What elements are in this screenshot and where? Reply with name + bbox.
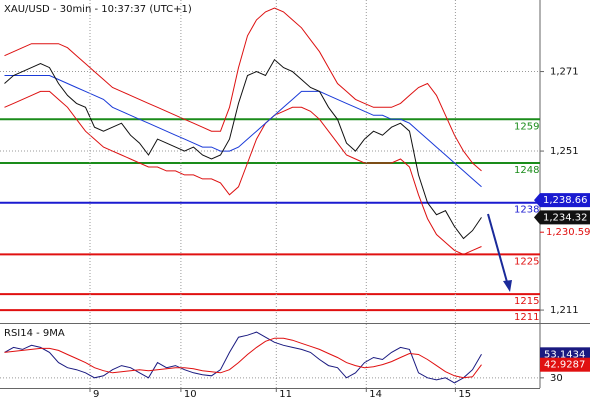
x-tick-label: 9 — [93, 389, 99, 400]
price-box — [534, 210, 590, 225]
level-label: 1248 — [514, 165, 539, 176]
series-line — [4, 337, 482, 379]
series-line — [4, 58, 482, 240]
arrow-head — [503, 280, 512, 292]
price-box-label: 1,234.32 — [543, 212, 588, 223]
x-tick-label: 14 — [369, 389, 382, 400]
series-line — [4, 7, 482, 172]
level-label: 1215 — [514, 296, 539, 307]
value-box-label: 42.9287 — [544, 360, 585, 371]
x-tick-label: 15 — [458, 389, 471, 400]
y-tick-label: 30 — [550, 373, 563, 384]
value-box — [540, 357, 590, 372]
price-box — [534, 193, 590, 208]
y-tick-label: 1,211 — [550, 305, 579, 316]
series-line — [4, 331, 482, 384]
y-tick-label: 1,271 — [550, 67, 579, 78]
chart-title: XAU/USD - 30min - 10:37:37 (UTC+1) — [4, 4, 192, 15]
forecast-arrow — [487, 213, 512, 292]
level-label: 1238 — [514, 205, 539, 216]
series-line — [4, 75, 482, 188]
price-box-label: 1,238.66 — [543, 195, 588, 206]
level-label: 1225 — [514, 256, 539, 267]
series-line — [4, 90, 482, 255]
arrow-shaft — [487, 213, 508, 283]
price-label: 1,230.59 — [546, 227, 590, 238]
value-box-label: 53.1434 — [544, 349, 585, 360]
level-label: 1211 — [514, 312, 539, 323]
x-tick-label: 10 — [184, 389, 197, 400]
x-tick-label: 11 — [279, 389, 292, 400]
panel-title: RSI14 - 9MA — [4, 328, 65, 339]
level-label: 1259 — [514, 121, 539, 132]
y-tick-label: 1,251 — [550, 146, 579, 157]
